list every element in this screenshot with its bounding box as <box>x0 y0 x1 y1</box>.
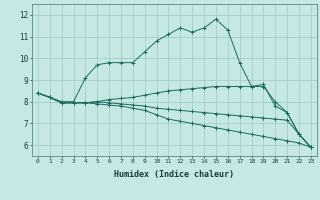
X-axis label: Humidex (Indice chaleur): Humidex (Indice chaleur) <box>115 170 234 179</box>
